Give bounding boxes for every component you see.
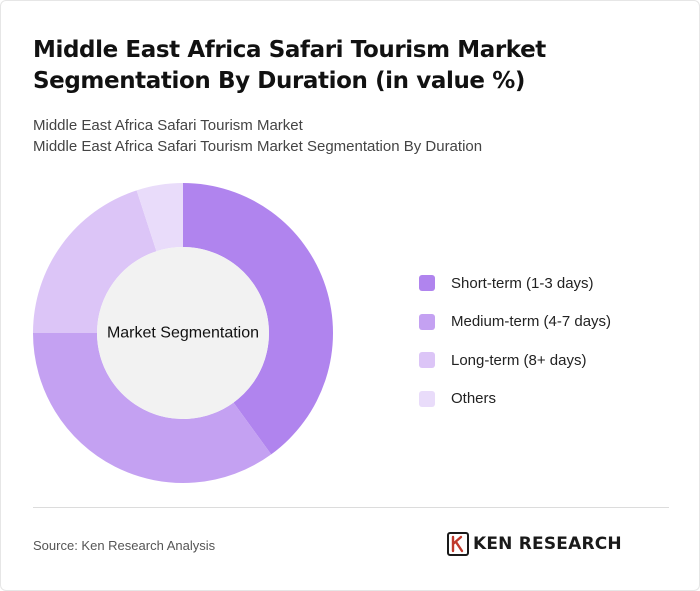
donut-center [97,247,269,419]
legend-label: Short-term (1-3 days) [451,274,594,292]
legend-swatch [419,275,435,292]
source-note: Source: Ken Research Analysis [33,538,216,553]
subtitle-line-2: Middle East Africa Safari Tourism Market… [33,138,483,155]
chart-legend: Short-term (1-3 days) Medium-term (4-7 d… [419,264,611,418]
chart-subtitle: Middle East Africa Safari Tourism Market… [33,115,673,157]
donut-center-label: Market Segmentation [107,325,259,342]
donut-chart: Market Segmentation [33,183,333,483]
ken-research-logo[interactable]: KEN RESEARCH [447,531,622,557]
footer-divider [33,507,669,508]
donut-slices [33,183,333,483]
subtitle-line-1: Middle East Africa Safari Tourism Market [33,117,303,134]
donut-slice-1[interactable] [33,333,272,483]
ken-research-k-icon [447,532,469,556]
legend-swatch [419,313,435,330]
legend-swatch [419,390,435,407]
donut-slice-0[interactable] [183,183,333,455]
logo-text: KEN RESEARCH [473,534,622,554]
donut-slice-3[interactable] [136,183,183,252]
chart-title: Middle East Africa Safari Tourism Market… [33,37,546,94]
legend-item-long-term[interactable]: Long-term (8+ days) [419,341,611,380]
legend-label: Medium-term (4-7 days) [451,313,612,331]
legend-label: Others [451,390,497,408]
legend-swatch [419,352,435,369]
donut-slice-2[interactable] [33,190,157,333]
legend-item-others[interactable]: Others [419,380,611,419]
legend-item-medium-term[interactable]: Medium-term (4-7 days) [419,303,611,342]
legend-label: Long-term (8+ days) [451,351,587,369]
legend-item-short-term[interactable]: Short-term (1-3 days) [419,264,611,303]
